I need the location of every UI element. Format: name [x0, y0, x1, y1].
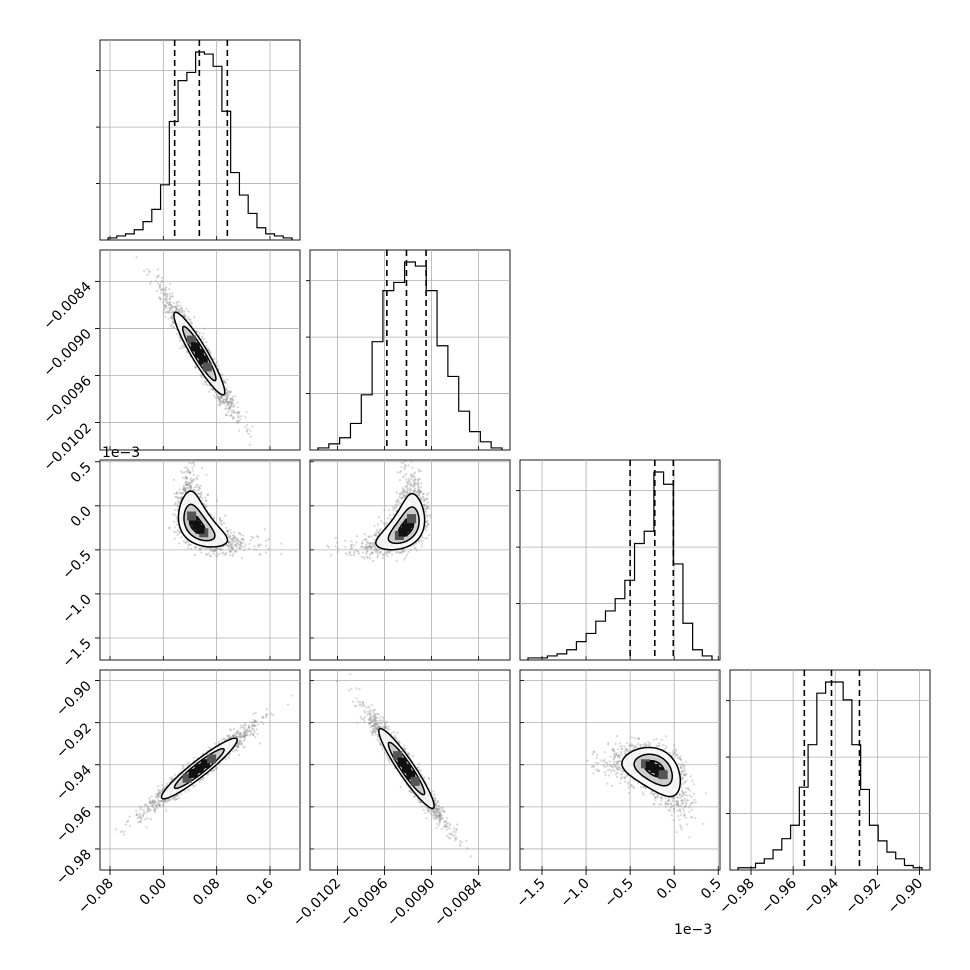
y-tick-label: −0.90 [53, 678, 95, 720]
scatter-panel-2-1 [309, 459, 511, 661]
x-tick-label: −0.0084 [431, 875, 485, 929]
density-cell [187, 511, 197, 521]
x-tick-label: −0.5 [602, 876, 637, 911]
y-offset-label: 1e−3 [102, 445, 140, 461]
panel-frame [309, 669, 511, 871]
x-tick-label: −1.5 [513, 876, 548, 911]
scatter-panel-1-0 [99, 249, 301, 451]
density-cell [194, 764, 204, 773]
x-offset-label: 1e−3 [674, 922, 712, 938]
density-cell [397, 757, 407, 767]
density-cell [402, 764, 411, 773]
x-tick-label: −1.0 [558, 876, 593, 911]
y-tick-label: −1.0 [59, 591, 94, 626]
y-tick-label: −0.96 [53, 804, 95, 846]
density-cell [194, 349, 204, 358]
density-cell [190, 342, 200, 352]
histogram-panel-2 [516, 459, 721, 661]
y-tick-label: 0.0 [68, 503, 95, 530]
x-tick-label: 0.5 [698, 876, 725, 903]
density-cell [198, 355, 208, 365]
panel-frame [729, 669, 931, 871]
density-cell [201, 759, 210, 769]
x-tick-label: 0.16 [243, 875, 276, 908]
x-tick-label: −0.0090 [384, 876, 438, 930]
y-tick-label: −0.5 [59, 547, 94, 582]
y-tick-label: 0.5 [68, 459, 95, 486]
x-tick-label: 0.08 [190, 876, 223, 909]
x-tick-label: −0.90 [885, 876, 927, 918]
panel-frame [519, 459, 721, 661]
x-tick-label: −0.08 [75, 876, 117, 918]
panel-frame [309, 459, 511, 661]
density-cell [186, 335, 196, 345]
x-tick-label: −0.98 [716, 876, 758, 918]
y-tick-label: −0.92 [53, 720, 95, 762]
x-tick-label: −0.0102 [290, 876, 344, 930]
scatter-panel-2-0 [99, 459, 301, 661]
histogram-step [317, 261, 503, 450]
x-tick-label: 0.0 [654, 876, 681, 903]
scatter-panel-3-2 [519, 669, 721, 871]
y-tick-label: −0.0090 [41, 326, 95, 380]
density-cell [407, 514, 416, 524]
scatter-panel-3-0 [99, 669, 301, 871]
histogram-panel-0 [96, 39, 301, 241]
x-tick-label: −0.96 [758, 875, 800, 917]
y-tick-label: −0.94 [53, 762, 95, 804]
histogram-step [527, 471, 713, 660]
x-tick-label: −0.0096 [337, 875, 391, 929]
panel-frame [519, 669, 721, 871]
y-tick-label: −0.0096 [41, 373, 95, 427]
histogram-step [737, 681, 923, 870]
density-cell [202, 362, 212, 372]
density-cell [410, 776, 420, 786]
scatter-panel-3-1 [309, 669, 511, 871]
panel-frame [309, 249, 511, 451]
density-cell [393, 751, 403, 761]
panel-frame [99, 249, 301, 451]
x-tick-label: 0.00 [137, 876, 170, 909]
density-cell [404, 518, 414, 528]
panel-frame [99, 459, 301, 661]
y-tick-label: −0.98 [53, 846, 95, 888]
panel-frame [99, 669, 301, 871]
density-cell [207, 754, 217, 764]
x-tick-label: −0.94 [800, 875, 842, 917]
density-cell [188, 768, 198, 778]
y-tick-label: −0.0084 [41, 279, 95, 333]
density-cell [641, 759, 650, 769]
density-cell [658, 770, 668, 780]
density-cell [182, 773, 192, 783]
y-tick-label: −1.5 [59, 635, 94, 670]
x-tick-label: −0.92 [843, 876, 885, 918]
histogram-panel-1 [306, 249, 511, 451]
density-cell [189, 516, 199, 526]
histogram-panel-3 [726, 669, 931, 871]
density-cell [406, 770, 416, 780]
